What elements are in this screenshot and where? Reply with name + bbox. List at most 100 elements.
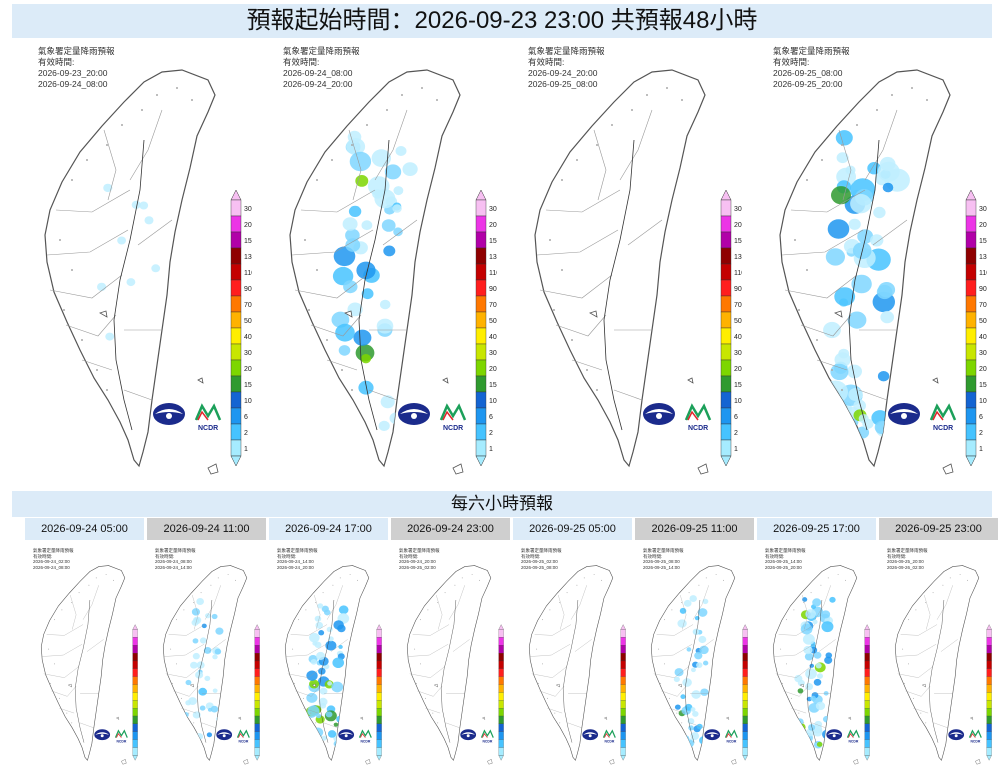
legend-label: 70 bbox=[979, 302, 987, 309]
six-hour-map-3[interactable]: NCDR 氣象署定量降雨預報 有效時間: 2026-09-24_14:00 2026-0… bbox=[269, 548, 387, 770]
rainfall-legend: 300 200 150 130 110 90 70 50 40 30 20 15 10 6 2 1 bbox=[230, 189, 252, 467]
rainfall-legend bbox=[742, 624, 748, 761]
valid-end: 2026-09-25_20:00 bbox=[765, 564, 802, 570]
legend-label: 130 bbox=[979, 254, 987, 261]
legend-label: 30 bbox=[979, 350, 987, 357]
valid-time-text: 氣象署定量降雨預報 有效時間: 2026-09-24_20:00 2026-09-25… bbox=[399, 548, 440, 570]
valid-time-label: 有效時間: bbox=[643, 553, 663, 559]
legend-label: 150 bbox=[734, 238, 742, 245]
valid-time-text: 氣象署定量降雨預報 有效時間: 2026-09-24_08:00 2026-09-24… bbox=[155, 548, 196, 570]
panel-title: 氣象署定量降雨預報 bbox=[399, 548, 440, 553]
valid-start: 2026-09-24_14:00 bbox=[277, 559, 314, 564]
legend-label: 6 bbox=[244, 414, 248, 421]
panel-title: 氣象署定量降雨預報 bbox=[283, 46, 360, 56]
legend-label: 50 bbox=[244, 318, 252, 325]
cwa-logo bbox=[826, 729, 843, 741]
rainfall-legend: 300 200 150 130 110 90 70 50 40 30 20 15 10 6 2 1 bbox=[720, 189, 742, 467]
ncdr-logo-text: NCDR bbox=[443, 425, 463, 432]
legend-label: 15 bbox=[734, 382, 742, 389]
six-hour-map-2[interactable]: NCDR 氣象署定量降雨預報 有效時間: 2026-09-24_08:00 2026-0… bbox=[147, 548, 265, 770]
legend-label: 90 bbox=[244, 286, 252, 293]
panel-title: 氣象署定量降雨預報 bbox=[528, 46, 605, 56]
panel-title: 氣象署定量降雨預報 bbox=[33, 548, 74, 553]
valid-time-text: 氣象署定量降雨預報 有效時間: 2026-09-25_02:00 2026-09-25… bbox=[521, 548, 562, 570]
taiwan-outline bbox=[40, 565, 126, 761]
valid-start: 2026-09-25_14:00 bbox=[765, 559, 802, 564]
ncdr-logo-text: NCDR bbox=[482, 740, 492, 744]
legend-label: 20 bbox=[489, 366, 497, 373]
tab-six-hour-4[interactable]: 2026-09-24 23:00 bbox=[391, 518, 510, 540]
ncdr-logo: NCDR bbox=[439, 403, 467, 432]
ncdr-logo-text: NCDR bbox=[970, 740, 980, 744]
valid-start: 2026-09-24_08:00 bbox=[283, 68, 353, 78]
rain-map-panel-3[interactable]: 300 200 150 130 110 90 70 50 40 30 20 15 10 6 2 1 NCDR 氣象… bbox=[502, 40, 742, 480]
legend-label: 40 bbox=[244, 334, 252, 341]
ncdr-logo-text: NCDR bbox=[848, 740, 858, 744]
legend-label: 40 bbox=[734, 334, 742, 341]
forecast-start-header: 預報起始時間：2026-09-23 23:00 共預報48小時 bbox=[12, 4, 992, 38]
rainfall-legend bbox=[376, 624, 382, 761]
legend-label: 20 bbox=[734, 366, 742, 373]
cwa-logo bbox=[338, 729, 355, 741]
tab-six-hour-1[interactable]: 2026-09-24 05:00 bbox=[25, 518, 144, 540]
legend-label: 30 bbox=[734, 350, 742, 357]
six-hour-map-7[interactable]: NCDR 氣象署定量降雨預報 有效時間: 2026-09-25_14:00 2026-0… bbox=[757, 548, 875, 770]
legend-label: 200 bbox=[979, 222, 987, 229]
rain-map-panel-2[interactable]: 300 200 150 130 110 90 70 50 40 30 20 15 10 6 2 1 NCDR 氣象… bbox=[257, 40, 497, 480]
cwa-logo bbox=[398, 403, 430, 425]
taiwan-outline bbox=[528, 565, 614, 761]
legend-label: 110 bbox=[979, 270, 987, 277]
rain-map-panel-1[interactable]: 300 200 150 130 110 90 70 50 40 30 20 15 10 6 2 1 NCDR 氣象… bbox=[12, 40, 252, 480]
ncdr-logo-text: NCDR bbox=[726, 740, 736, 744]
legend-label: 90 bbox=[489, 286, 497, 293]
rainfall-legend bbox=[254, 624, 260, 761]
ncdr-logo: NCDR bbox=[114, 729, 128, 744]
ncdr-logo-text: NCDR bbox=[198, 425, 218, 432]
six-hour-map-8[interactable]: NCDR 氣象署定量降雨預報 有效時間: 2026-09-25_20:00 2026-0… bbox=[879, 548, 997, 770]
six-hour-map-6[interactable]: NCDR 氣象署定量降雨預報 有效時間: 2026-09-25_08:00 2026-0… bbox=[635, 548, 753, 770]
tab-six-hour-2[interactable]: 2026-09-24 11:00 bbox=[147, 518, 266, 540]
ncdr-logo: NCDR bbox=[684, 403, 712, 432]
ncdr-logo-text: NCDR bbox=[688, 425, 708, 432]
tab-six-hour-6[interactable]: 2026-09-25 11:00 bbox=[635, 518, 754, 540]
tab-six-hour-3[interactable]: 2026-09-24 17:00 bbox=[269, 518, 388, 540]
tab-six-hour-8[interactable]: 2026-09-25 23:00 bbox=[879, 518, 998, 540]
taiwan-outline bbox=[534, 69, 706, 468]
legend-label: 130 bbox=[489, 254, 497, 261]
legend-label: 15 bbox=[244, 382, 252, 389]
valid-time-text: 氣象署定量降雨預報 有效時間: 2026-09-25_20:00 2026-09-26… bbox=[887, 548, 928, 570]
valid-time-label: 有效時間: bbox=[277, 553, 297, 559]
panel-title: 氣象署定量降雨預報 bbox=[521, 548, 562, 553]
legend-label: 6 bbox=[489, 414, 493, 421]
tab-six-hour-5[interactable]: 2026-09-25 05:00 bbox=[513, 518, 632, 540]
legend-label: 10 bbox=[979, 398, 987, 405]
valid-end: 2026-09-24_14:00 bbox=[155, 564, 192, 570]
rain-areas bbox=[305, 603, 350, 747]
valid-end: 2026-09-26_02:00 bbox=[887, 564, 924, 570]
legend-label: 110 bbox=[734, 270, 742, 277]
valid-time-text: 氣象署定量降雨預報 有效時間: 2026-09-24_20:00 2026-09-25… bbox=[528, 46, 605, 90]
valid-start: 2026-09-25_08:00 bbox=[643, 559, 680, 564]
rainfall-legend bbox=[986, 624, 992, 761]
legend-label: 110 bbox=[244, 270, 252, 277]
cwa-logo bbox=[948, 729, 965, 741]
rainfall-legend bbox=[620, 624, 626, 761]
legend-label: 50 bbox=[979, 318, 987, 325]
six-hour-map-1[interactable]: NCDR 氣象署定量降雨預報 有效時間: 2026-09-24_02:00 2026-0… bbox=[25, 548, 143, 770]
six-hour-map-5[interactable]: NCDR 氣象署定量降雨預報 有效時間: 2026-09-25_02:00 2026-0… bbox=[513, 548, 631, 770]
cwa-logo bbox=[888, 403, 920, 425]
six-hour-map-4[interactable]: NCDR 氣象署定量降雨預報 有效時間: 2026-09-24_20:00 2026-0… bbox=[391, 548, 509, 770]
legend-label: 300 bbox=[489, 206, 497, 213]
rain-map-panel-4[interactable]: 300 200 150 130 110 90 70 50 40 30 20 15 10 6 2 1 NCDR 氣象… bbox=[747, 40, 987, 480]
legend-label: 2 bbox=[734, 430, 738, 437]
tab-six-hour-7[interactable]: 2026-09-25 17:00 bbox=[757, 518, 876, 540]
legend-label: 150 bbox=[244, 238, 252, 245]
legend-label: 130 bbox=[734, 254, 742, 261]
legend-label: 6 bbox=[979, 414, 983, 421]
legend-label: 90 bbox=[734, 286, 742, 293]
valid-time-text: 氣象署定量降雨預報 有效時間: 2026-09-25_08:00 2026-09-25… bbox=[773, 46, 850, 90]
legend-label: 20 bbox=[979, 366, 987, 373]
legend-label: 2 bbox=[244, 430, 248, 437]
ncdr-logo-text: NCDR bbox=[604, 740, 614, 744]
legend-label: 150 bbox=[979, 238, 987, 245]
